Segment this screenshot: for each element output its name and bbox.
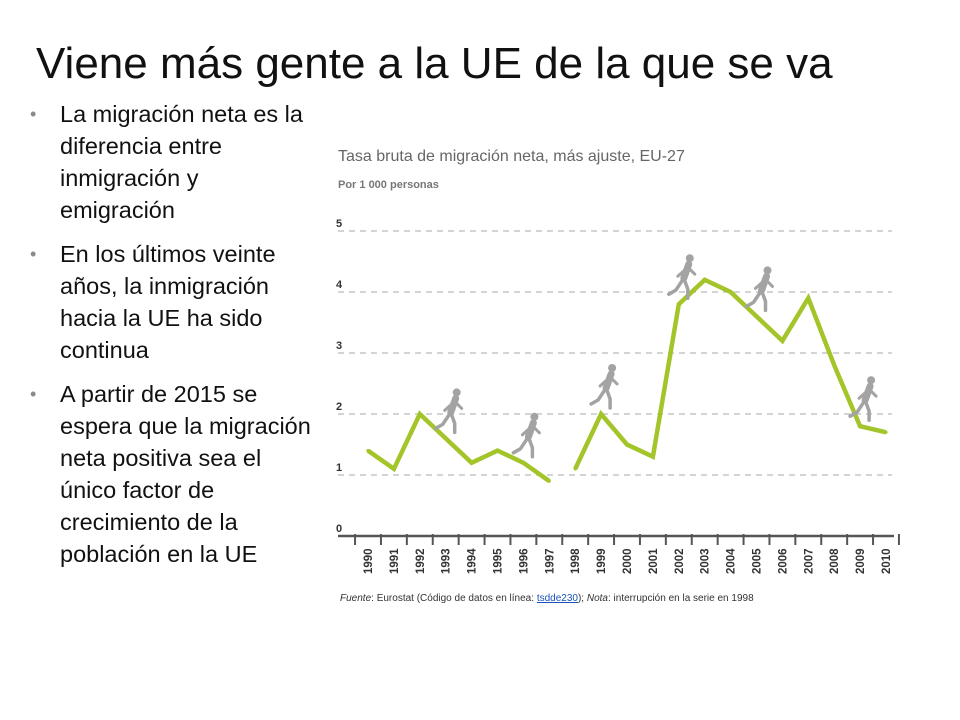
data-point	[754, 314, 759, 318]
x-tick-label: 2002	[674, 548, 686, 574]
x-tick-label: 2001	[648, 548, 660, 574]
data-point	[884, 430, 888, 434]
footnote-separator: );	[577, 593, 587, 604]
bullet-text: La migración neta es la diferencia entre…	[60, 101, 303, 223]
x-tick-label: 2010	[881, 548, 893, 574]
data-point	[806, 296, 810, 300]
y-tick-label: 3	[336, 340, 342, 352]
data-point	[729, 290, 733, 294]
y-tick-label: 1	[336, 462, 342, 474]
series-line	[573, 277, 887, 470]
bullet-dot-icon: •	[30, 244, 37, 264]
data-point	[444, 436, 448, 440]
data-point	[495, 449, 500, 453]
data-point	[521, 461, 525, 465]
bullet-dot-icon: •	[30, 384, 37, 404]
bullet-item: • A partir de 2015 se espera que la migra…	[26, 378, 316, 570]
bullet-item: • En los últimos veinte años, la inmigrac…	[26, 238, 316, 366]
x-tick-label: 2007	[803, 548, 815, 574]
y-tick-label: 2	[336, 401, 342, 413]
x-tick-label: 1993	[441, 548, 453, 574]
y-tick-label: 4	[336, 279, 343, 291]
data-point	[703, 278, 707, 282]
migration-chart: Tasa bruta de migración neta, más ajuste…	[322, 140, 912, 620]
x-tick-label: 1990	[363, 548, 375, 574]
dataset-code-link[interactable]: tsdde230	[536, 593, 578, 604]
data-point	[858, 424, 862, 428]
walking-person-icon	[667, 254, 697, 300]
source-label: Fuente	[340, 593, 372, 604]
x-tick-label: 1995	[493, 548, 505, 574]
data-point	[677, 302, 681, 306]
source-text: : Eurostat (Código de datos en línea:	[371, 593, 537, 604]
data-point	[599, 412, 603, 416]
bullet-list: • La migración neta es la diferencia entr…	[26, 98, 316, 582]
data-point	[625, 442, 629, 447]
data-point	[418, 412, 422, 416]
data-point	[651, 455, 655, 459]
bullet-dot-icon: •	[30, 104, 37, 124]
bullet-text: A partir de 2015 se espera que la migrac…	[60, 381, 311, 567]
x-tick-label: 1999	[596, 548, 608, 574]
x-tick-label: 2004	[726, 548, 738, 574]
x-tick-label: 2005	[752, 548, 764, 574]
note-label: Nota	[586, 593, 608, 604]
y-tick-label: 5	[336, 218, 342, 230]
x-tick-label: 1992	[415, 548, 427, 574]
x-tick-label: 2008	[829, 548, 841, 574]
x-tick-label: 1991	[389, 548, 401, 574]
data-point	[366, 449, 370, 453]
x-tick-label: 1998	[570, 548, 582, 574]
chart-subtitle: Por 1 000 personas	[338, 179, 439, 191]
series-line	[366, 410, 551, 483]
y-tick-label: 0	[336, 523, 342, 535]
walking-person-icon	[848, 376, 878, 422]
x-tick-label: 1994	[467, 548, 479, 574]
chart-title: Tasa bruta de migración neta, más ajuste…	[338, 148, 685, 165]
data-point	[392, 467, 396, 471]
walking-person-icon	[511, 412, 541, 459]
data-point	[832, 363, 836, 367]
walking-person-icon	[589, 364, 619, 410]
data-point	[780, 339, 784, 343]
x-tick-label: 1997	[544, 548, 556, 574]
x-tick-label: 2003	[700, 548, 712, 574]
data-point	[573, 467, 577, 471]
walking-person-icon	[744, 266, 774, 313]
x-tick-label: 2000	[622, 548, 634, 574]
x-tick-label: 1996	[518, 548, 530, 574]
chart-footnote: Fuente: Eurostat (Código de datos en lín…	[340, 593, 910, 604]
data-point	[547, 479, 551, 483]
bullet-item: • La migración neta es la diferencia entr…	[26, 98, 316, 226]
x-tick-label: 2009	[855, 548, 867, 574]
chart-plot: 0 1 2 3 4 5 1990 1991 1992 1993 1994 1995 1996 1997 19…	[336, 218, 900, 574]
slide-title: Viene más gente a la UE de la que se va	[36, 39, 833, 88]
walking-person-icon	[433, 388, 464, 435]
x-tick-label: 2006	[777, 548, 789, 574]
data-point	[470, 461, 474, 465]
bullet-text: En los últimos veinte años, la inmigraci…	[60, 241, 276, 363]
note-text: : interrupción en la serie en 1998	[607, 593, 754, 604]
